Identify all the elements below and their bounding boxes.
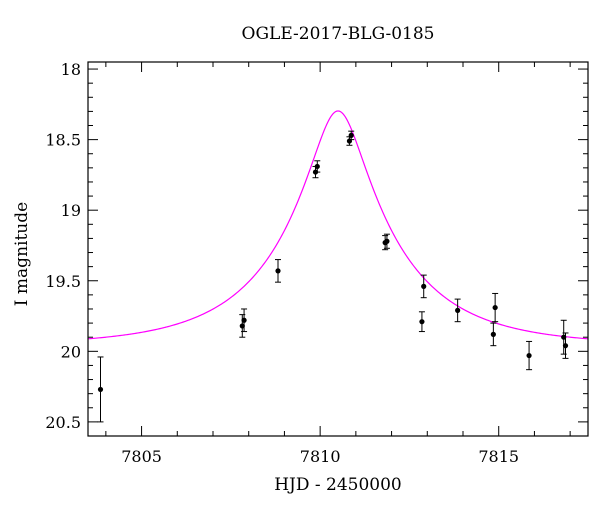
data-point [348, 132, 354, 138]
plot-frame [87, 61, 589, 437]
y-tick-label: 18.5 [45, 131, 81, 150]
data-point [526, 352, 532, 359]
x-tick-label: 7805 [121, 447, 162, 466]
data-point [275, 268, 281, 274]
data-point [562, 343, 569, 349]
data-point [492, 304, 498, 311]
model-curve [87, 110, 589, 340]
axis-ticks [88, 62, 588, 437]
y-axis-label: I magnitude [12, 202, 32, 306]
data-point [314, 163, 320, 170]
x-tick-label: 7815 [478, 447, 519, 466]
data-point [97, 386, 104, 393]
x-axis-label: HJD - 2450000 [274, 475, 402, 495]
data-point [241, 317, 247, 323]
data-point [419, 319, 425, 325]
y-tick-label: 18 [61, 60, 81, 79]
tick-labels: 7805 7810 7815 18 18.5 19 19.5 20 20.5 [45, 60, 519, 466]
model-curve-layer [87, 110, 589, 340]
y-tick-label: 19.5 [45, 272, 81, 291]
y-tick-label: 19 [61, 201, 81, 220]
data-point [455, 307, 461, 313]
data-point [490, 331, 496, 337]
x-tick-label: 7810 [300, 447, 341, 466]
chart-title: OGLE-2017-BLG-0185 [242, 24, 435, 44]
data-points-layer [97, 130, 569, 423]
data-point [421, 283, 427, 289]
y-tick-label: 20.5 [45, 413, 81, 432]
y-tick-label: 20 [61, 342, 81, 361]
data-point [384, 238, 390, 244]
